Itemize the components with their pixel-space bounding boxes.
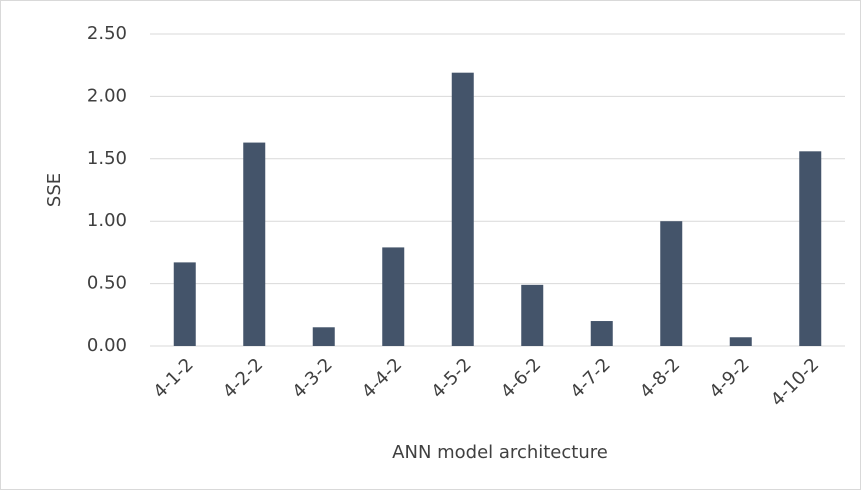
y-tick-label: 0.50 [87, 273, 127, 294]
bar [799, 151, 822, 346]
x-axis-label: ANN model architecture [392, 442, 608, 463]
bar [521, 284, 544, 346]
bar [590, 321, 613, 346]
bar [312, 327, 335, 346]
bar [660, 221, 683, 346]
bar [243, 142, 266, 346]
bar [729, 337, 752, 346]
y-tick-label: 2.00 [87, 85, 127, 106]
y-tick-label: 1.50 [87, 148, 127, 169]
y-tick-label: 1.00 [87, 210, 127, 231]
bar [382, 247, 405, 346]
y-tick-label: 0.00 [87, 335, 127, 356]
bar [451, 72, 474, 347]
y-tick-label: 2.50 [87, 23, 127, 44]
bar [173, 262, 196, 346]
y-axis-label: SSE [44, 173, 65, 207]
